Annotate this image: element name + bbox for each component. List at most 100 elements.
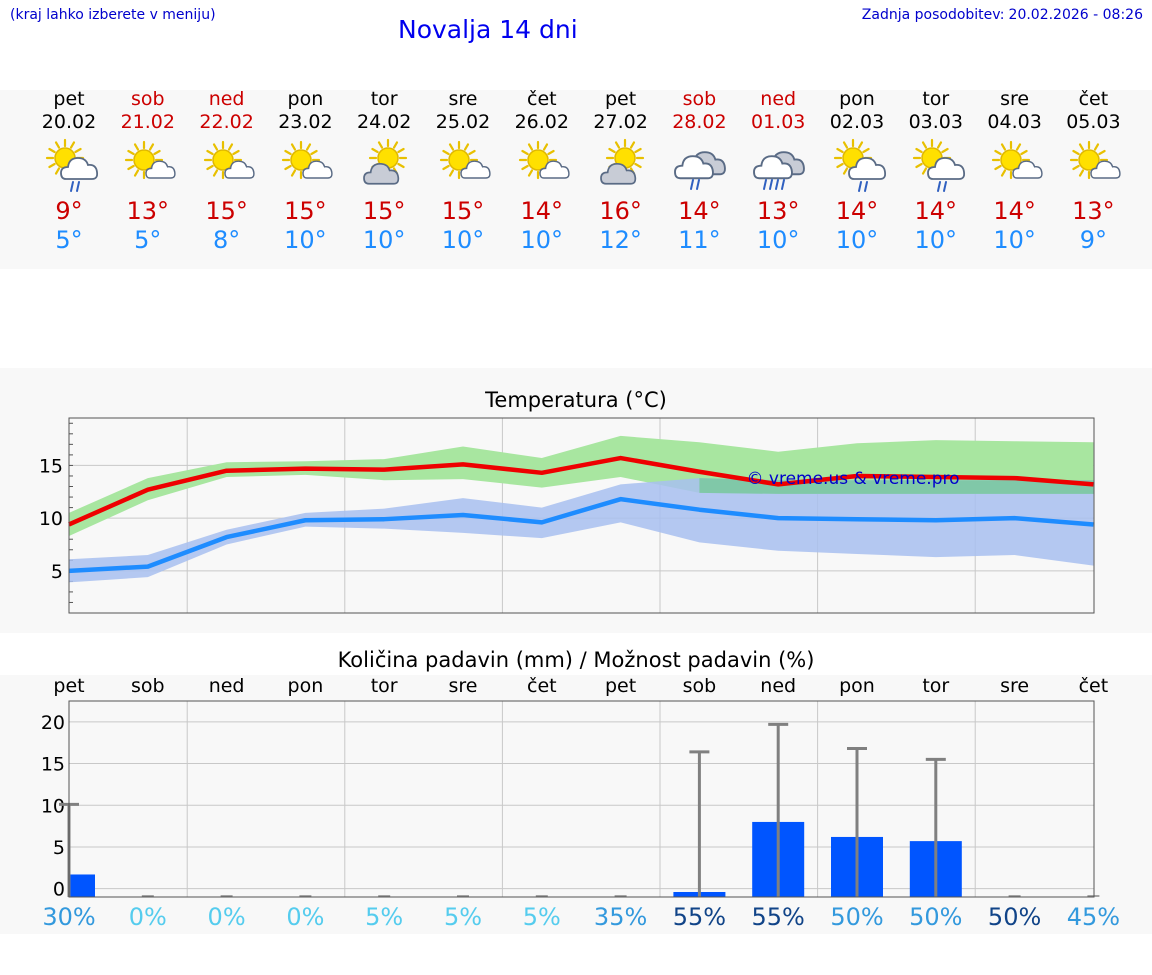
max-temperature: 15° (284, 197, 327, 225)
sun-small-cloud-icon (118, 136, 178, 196)
precip-day-label: pet (53, 675, 85, 697)
day-date: 20.02 (41, 111, 97, 133)
day-date: 27.02 (593, 111, 648, 133)
day-name: tor (922, 88, 950, 110)
precip-probability: 50% (987, 903, 1042, 931)
location-menu-hint: (kraj lahko izberete v meniju) (10, 7, 216, 23)
min-temperature: 10° (914, 226, 958, 254)
day-date: 26.02 (514, 111, 569, 133)
day-name: ned (760, 88, 797, 110)
precip-probability: 0% (207, 903, 246, 931)
precip-day-label: pon (287, 675, 324, 697)
max-temperature: 15° (205, 197, 248, 225)
day-date: 03.03 (908, 111, 963, 133)
min-temperature: 10° (362, 226, 406, 254)
sun-cloud-icon (354, 136, 414, 196)
max-temperature: 13° (756, 197, 800, 225)
min-temperature: 11° (678, 226, 721, 254)
min-temperature: 10° (835, 226, 879, 254)
max-temperature: 14° (993, 197, 1036, 225)
precip-probability: 5% (365, 903, 404, 931)
min-temperature: 10° (520, 226, 564, 254)
cloud-heavy-rain-icon (748, 136, 808, 196)
day-name: pon (839, 88, 875, 110)
day-name: pon (287, 88, 324, 110)
day-name: čet (1078, 88, 1109, 110)
precip-day-label: pon (839, 675, 875, 697)
max-temperature: 9° (55, 197, 83, 225)
sun-cloud-icon (591, 136, 651, 196)
cloud-rain-icon (669, 136, 729, 196)
sun-small-cloud-icon (1063, 136, 1123, 196)
min-temperature: 10° (284, 226, 327, 254)
precip-probability: 55% (672, 903, 727, 931)
sun-cloud-rain-icon (827, 136, 887, 196)
precip-day-label: tor (370, 675, 398, 697)
day-date: 01.03 (750, 111, 806, 133)
precip-probability: 50% (830, 903, 884, 931)
max-temperature: 16° (599, 197, 642, 225)
sun-small-cloud-icon (433, 136, 493, 196)
precip-day-label: sre (448, 675, 478, 697)
precipitation-panel (0, 675, 1152, 934)
temperature-chart-title: Temperatura (°C) (485, 388, 667, 412)
precip-probability: 5% (443, 903, 483, 931)
precip-day-label: tor (922, 675, 950, 697)
day-date: 05.03 (1066, 111, 1121, 133)
precip-day-label: čet (1078, 675, 1109, 697)
day-date: 04.03 (987, 111, 1042, 133)
sun-small-cloud-icon (275, 136, 335, 196)
day-name: sre (448, 88, 478, 110)
sun-cloud-rain-icon (39, 136, 99, 196)
day-date: 23.02 (278, 111, 333, 133)
sun-small-cloud-icon (512, 136, 572, 196)
precip-day-label: sre (1000, 675, 1030, 697)
max-temperature: 14° (520, 197, 564, 225)
max-temperature: 14° (914, 197, 958, 225)
precip-probability: 45% (1066, 903, 1121, 931)
min-temperature: 10° (441, 226, 485, 254)
min-temperature: 12° (599, 226, 642, 254)
max-temperature: 15° (441, 197, 485, 225)
min-temperature: 10° (756, 226, 800, 254)
day-date: 21.02 (120, 111, 175, 133)
day-name: čet (527, 88, 557, 110)
precip-probability: 0% (286, 903, 325, 931)
sun-cloud-rain-icon (906, 136, 966, 196)
max-temperature: 15° (362, 197, 406, 225)
min-temperature: 5° (134, 226, 162, 254)
max-temperature: 13° (126, 197, 170, 225)
min-temperature: 10° (993, 226, 1036, 254)
day-name: sob (131, 88, 165, 110)
precip-probability: 50% (909, 903, 963, 931)
precip-day-label: sob (682, 675, 717, 697)
day-date: 22.02 (199, 111, 254, 133)
day-name: sre (1000, 88, 1030, 110)
day-date: 28.02 (672, 111, 727, 133)
last-updated-label: Zadnja posodobitev: (861, 7, 1005, 23)
page-title: Novalja 14 dni (398, 15, 578, 44)
max-temperature: 14° (835, 197, 879, 225)
day-name: sob (682, 88, 717, 110)
sun-small-cloud-icon (197, 136, 257, 196)
day-name: tor (370, 88, 398, 110)
precip-probability: 35% (593, 903, 648, 931)
last-updated-value: 20.02.2026 - 08:26 (1008, 7, 1143, 23)
precipitation-chart-title: Količina padavin (mm) / Možnost padavin … (337, 648, 815, 672)
day-name: pet (53, 88, 85, 110)
precip-probability: 0% (128, 903, 167, 931)
precip-day-label: čet (527, 675, 557, 697)
precip-probability: 30% (42, 903, 96, 931)
min-temperature: 8° (212, 226, 241, 254)
sun-small-cloud-icon (985, 136, 1045, 196)
max-temperature: 14° (678, 197, 721, 225)
precip-day-label: pet (604, 675, 637, 697)
day-date: 25.02 (435, 111, 491, 133)
precip-probability: 5% (522, 903, 561, 931)
precip-probability: 55% (751, 903, 805, 931)
min-temperature: 9° (1079, 226, 1108, 254)
day-date: 02.03 (829, 111, 885, 133)
precip-day-label: sob (131, 675, 165, 697)
last-updated: Zadnja posodobitev: 20.02.2026 - 08:26 (858, 7, 1143, 23)
precip-day-label: ned (208, 675, 245, 697)
